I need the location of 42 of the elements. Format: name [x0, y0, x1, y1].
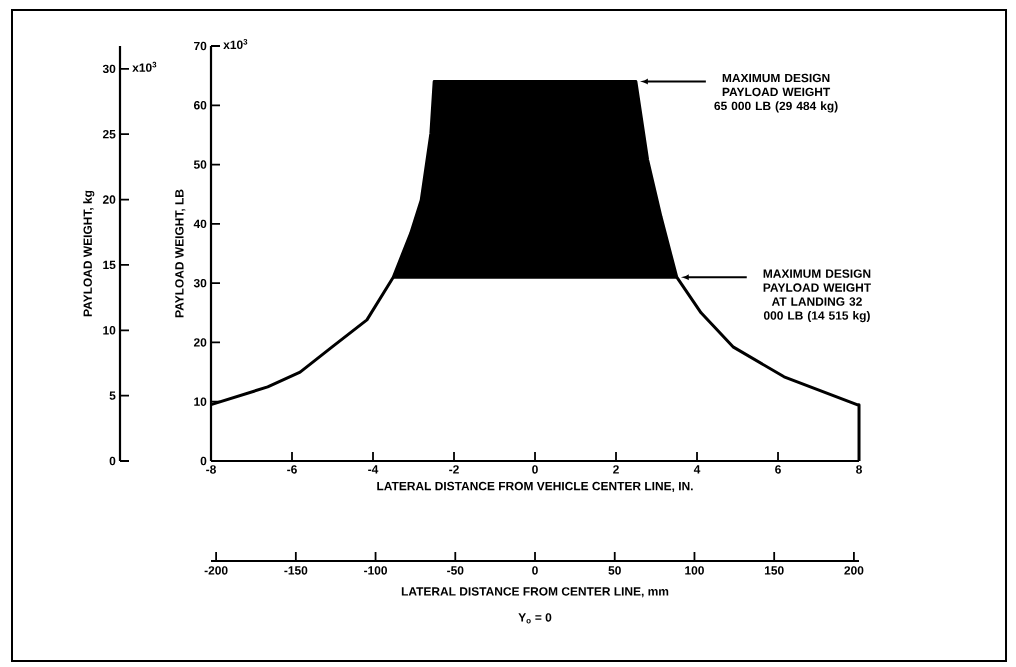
- x-tick-label: 6: [775, 465, 781, 474]
- text: Y$_{o}$ = 0: [518, 613, 552, 624]
- y2-tick-label: 5: [109, 391, 116, 400]
- x2-tick-label: -200: [204, 566, 228, 575]
- x-tick-label: 0: [532, 465, 538, 474]
- x-tick-label: -6: [287, 465, 297, 474]
- y-tick-label: 10: [194, 397, 207, 406]
- y2-tick-label: 10: [103, 326, 116, 335]
- y2-tick-label: 15: [103, 260, 116, 270]
- x2-tick-label: -100: [364, 566, 388, 575]
- x2-tick-label: 50: [608, 566, 621, 575]
- annotation: MAXIMUM DESIGN PAYLOAD WEIGHT AT LANDING 32 000 LB (14 515 kg): [763, 269, 871, 323]
- y-tick-label: 70: [194, 41, 207, 51]
- y-tick-label: 20: [193, 338, 207, 347]
- y2-tick-label: 30: [102, 64, 116, 74]
- x-axis-title: LATERAL DISTANCE FROM VEHICLE CENTER LINE, IN.: [377, 481, 693, 493]
- y-tick-label: 30: [193, 278, 207, 288]
- x2-tick-label: -50: [447, 566, 464, 575]
- x2-tick-label: 200: [844, 566, 864, 575]
- annotation: x10$^{3}$: [223, 38, 248, 49]
- y-tick-label: 0: [200, 456, 207, 466]
- x2-tick-label: -150: [284, 566, 308, 575]
- y-axis-title: PAYLOAD WEIGHT, LB: [175, 189, 186, 318]
- text: x10$^{3}$: [132, 61, 157, 72]
- y2-tick-label: 0: [109, 456, 116, 466]
- annotation: MAXIMUM DESIGN PAYLOAD WEIGHT 65 000 LB (29 484 kg): [714, 73, 838, 113]
- x-tick-label: -2: [449, 465, 459, 474]
- y2-tick-label: 25: [102, 129, 116, 139]
- x-tick-label: 4: [693, 465, 701, 474]
- x2-tick-label: 100: [685, 566, 704, 575]
- x2-tick-label: 0: [532, 566, 538, 575]
- y2-tick-label: 20: [102, 195, 116, 204]
- x2-tick-label: 150: [764, 566, 784, 575]
- x-tick-label: -8: [206, 465, 216, 474]
- x-tick-label: 2: [613, 465, 619, 474]
- y2-axis-title: PAYLOAD WEIGHT, kg: [83, 190, 95, 317]
- x2-axis-title: LATERAL DISTANCE FROM CENTER LINE, mm: [401, 587, 669, 598]
- x-tick-label: 8: [856, 465, 862, 474]
- x-tick-label: -4: [368, 465, 379, 474]
- y-tick-label: 50: [193, 160, 207, 169]
- y-tick-label: 40: [193, 219, 207, 229]
- y-tick-label: 60: [193, 101, 207, 110]
